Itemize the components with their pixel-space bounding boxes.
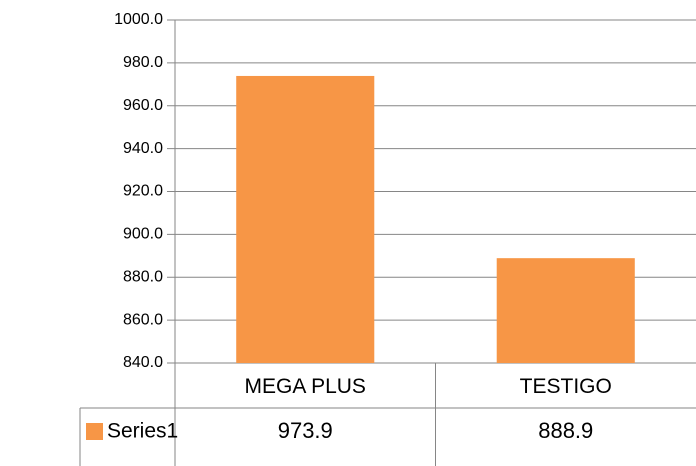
table-value: 973.9 (278, 418, 333, 443)
x-tick-label: MEGA PLUS (245, 375, 366, 398)
y-tick-label: 880.0 (123, 268, 163, 285)
y-tick-label: 840.0 (123, 354, 163, 371)
y-tick-label: 940.0 (123, 140, 163, 157)
y-tick-label: 1000.0 (114, 11, 163, 28)
legend-label: Series1 (107, 420, 178, 443)
legend-key (86, 423, 103, 440)
table-value: 888.9 (538, 418, 593, 443)
bar (236, 75, 375, 363)
y-tick-label: 900.0 (123, 226, 163, 243)
y-tick-label: 960.0 (123, 97, 163, 114)
bar (496, 258, 635, 363)
y-tick-label: 860.0 (123, 311, 163, 328)
y-tick-label: 980.0 (123, 54, 163, 71)
y-tick-label: 920.0 (123, 183, 163, 200)
x-tick-label: TESTIGO (520, 375, 612, 398)
